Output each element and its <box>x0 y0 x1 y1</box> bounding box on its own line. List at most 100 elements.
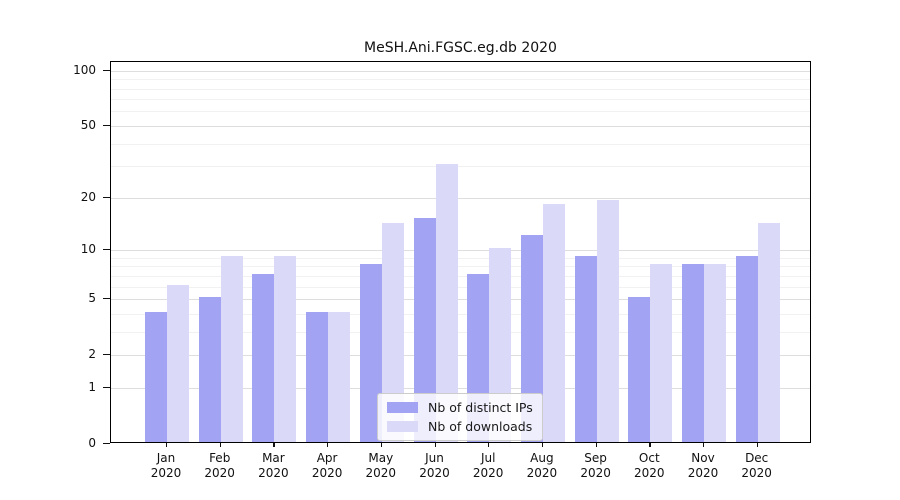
year-label: 2020 <box>150 466 182 480</box>
x-tick-mark-oct <box>649 443 651 447</box>
month-label: Feb <box>209 451 231 465</box>
year-label: 2020 <box>204 466 235 480</box>
gridline-minor-8 <box>111 266 810 268</box>
month-label: Sep <box>584 451 607 465</box>
month-label: Nov <box>691 451 715 465</box>
year-label: 2020 <box>741 466 772 480</box>
year-label: 2020 <box>634 466 665 480</box>
y-tick-mark-50 <box>103 124 110 127</box>
x-tick-mark-apr <box>327 443 329 447</box>
y-tick-mark-5 <box>103 298 110 300</box>
y-tick-mark-10 <box>103 249 110 251</box>
month-label: Oct <box>638 451 660 465</box>
gridline-minor-4 <box>111 313 810 315</box>
x-tick-label-may: May 2020 <box>351 451 411 481</box>
x-tick-label-dec: Dec 2020 <box>727 451 787 481</box>
month-label: Mar <box>262 451 285 465</box>
bar-distinct-ips-sep <box>574 255 597 442</box>
gridline-minor-7 <box>111 275 810 277</box>
bar-distinct-ips-nov <box>682 264 704 442</box>
y-tick-label-10: 10 <box>80 242 96 257</box>
bar-downloads-sep <box>596 199 619 442</box>
gridline-major-20 <box>111 197 810 199</box>
gridline-major-50 <box>111 125 810 127</box>
bar-distinct-ips-mar <box>252 273 275 442</box>
y-tick-label-1: 1 <box>88 379 96 394</box>
x-tick-mark-nov <box>703 443 705 447</box>
y-tick-mark-0 <box>103 443 110 445</box>
bar-downloads-may <box>381 222 404 442</box>
y-tick-label-50: 50 <box>80 117 96 132</box>
gridline-major-100 <box>111 70 810 72</box>
legend-label-downloads: Nb of downloads <box>428 419 533 434</box>
x-tick-mark-feb <box>219 443 221 447</box>
gridline-minor-3 <box>111 331 810 333</box>
legend-swatch-distinct-ips <box>387 402 418 413</box>
x-tick-mark-jul <box>488 443 490 447</box>
year-label: 2020 <box>365 466 397 480</box>
bar-distinct-ips-apr <box>306 311 329 442</box>
year-label: 2020 <box>311 466 343 480</box>
month-label: Dec <box>745 451 769 465</box>
bar-distinct-ips-jan <box>145 311 167 442</box>
bar-downloads-jun <box>435 164 458 442</box>
x-tick-label-jan: Jan 2020 <box>136 451 196 481</box>
x-tick-label-sep: Sep 2020 <box>566 451 626 481</box>
gridline-minor-80 <box>111 88 810 90</box>
y-tick-mark-20 <box>103 196 110 198</box>
month-label: Jun <box>425 451 444 465</box>
x-tick-label-nov: Nov 2020 <box>673 451 733 481</box>
bar-downloads-dec <box>757 222 780 442</box>
bar-downloads-nov <box>704 264 726 442</box>
bar-distinct-ips-may <box>359 264 382 442</box>
x-tick-mark-jan <box>166 443 168 447</box>
x-tick-label-aug: Aug 2020 <box>512 451 572 481</box>
legend-row-downloads: Nb of downloads <box>387 420 533 433</box>
x-tick-label-jul: Jul 2020 <box>458 451 518 481</box>
y-tick-mark-2 <box>103 354 110 356</box>
x-tick-mark-jun <box>434 443 436 447</box>
gridline-minor-40 <box>111 143 810 145</box>
bar-downloads-jan <box>167 284 189 442</box>
month-label: Jan <box>156 451 176 465</box>
gridline-major-10 <box>111 250 810 252</box>
legend-label-distinct-ips: Nb of distinct IPs <box>428 400 533 415</box>
gridline-major-1 <box>111 387 810 389</box>
gridline-minor-90 <box>111 79 810 81</box>
chart-title: MeSH.Ani.FGSC.eg.db 2020 <box>364 40 557 56</box>
bar-distinct-ips-jun <box>413 217 436 442</box>
bar-distinct-ips-oct <box>628 297 651 442</box>
legend-row-distinct-ips: Nb of distinct IPs <box>387 401 533 414</box>
x-tick-mark-dec <box>756 443 758 447</box>
x-tick-mark-aug <box>541 443 544 447</box>
year-label: 2020 <box>472 466 504 480</box>
bar-downloads-oct <box>650 264 673 442</box>
y-tick-label-100: 100 <box>73 62 96 77</box>
x-tick-label-jun: Jun 2020 <box>405 451 465 481</box>
gridline-minor-30 <box>111 166 810 168</box>
gridline-major-5 <box>111 299 810 301</box>
bar-distinct-ips-aug <box>520 234 543 442</box>
x-tick-label-oct: Oct 2020 <box>619 451 679 481</box>
bar-downloads-aug <box>542 203 565 442</box>
bar-downloads-feb <box>220 255 243 442</box>
x-tick-label-feb: Feb 2020 <box>190 451 250 481</box>
year-label: 2020 <box>526 466 558 480</box>
gridline-minor-6 <box>111 286 810 288</box>
x-tick-mark-mar <box>273 443 275 447</box>
y-tick-label-5: 5 <box>88 291 96 306</box>
y-tick-label-20: 20 <box>80 189 96 204</box>
gridline-major-2 <box>111 355 810 357</box>
bar-downloads-mar <box>274 255 297 442</box>
gridline-minor-9 <box>111 257 810 259</box>
year-label: 2020 <box>419 466 450 480</box>
y-tick-label-0: 0 <box>88 436 96 450</box>
plot-area: Nb of distinct IPs Nb of downloads <box>110 61 811 443</box>
year-label: 2020 <box>258 466 289 480</box>
legend-swatch-downloads <box>387 421 418 432</box>
x-tick-mark-may <box>380 443 383 447</box>
year-label: 2020 <box>687 466 719 480</box>
bar-distinct-ips-feb <box>198 297 221 442</box>
month-label: Apr <box>316 451 338 465</box>
